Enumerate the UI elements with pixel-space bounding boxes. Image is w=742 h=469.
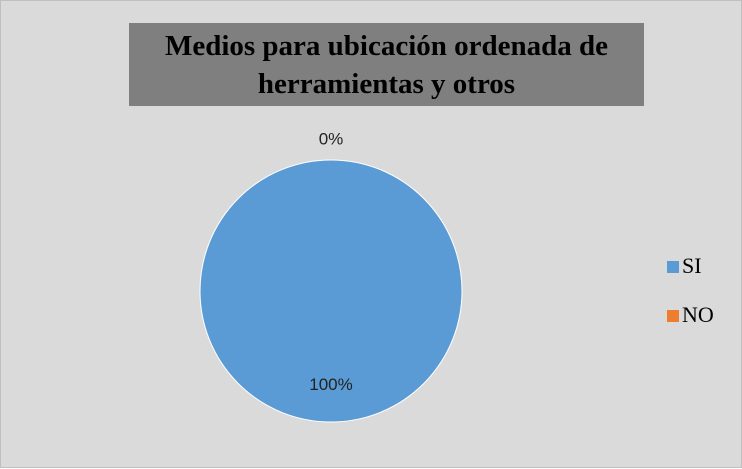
data-label: 100% (309, 375, 352, 394)
chart-title: Medios para ubicación ordenada de herram… (129, 23, 644, 106)
legend-swatch (667, 261, 679, 273)
data-label: 0% (319, 129, 344, 148)
legend-label: NO (682, 302, 714, 327)
pie-slice (199, 159, 463, 423)
legend-swatch (667, 310, 679, 322)
legend-label: SI (682, 253, 702, 278)
